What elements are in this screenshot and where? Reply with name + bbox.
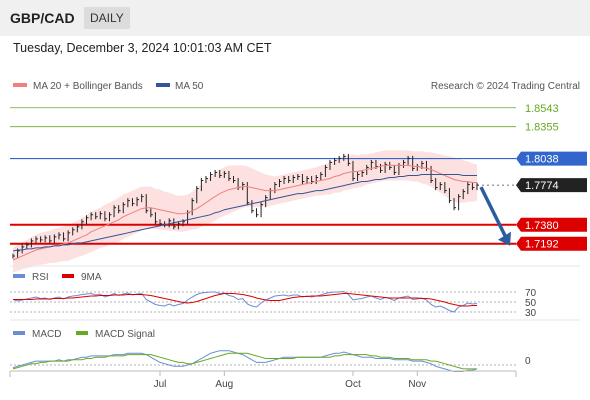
macd-zero-label: 0 [525, 356, 531, 367]
ma50-line [12, 174, 477, 252]
ma20-legend-label: MA 20 + Bollinger Bands [33, 81, 143, 92]
level-tag-last [516, 178, 587, 193]
macd-line [12, 350, 478, 372]
rsi-tick-label: 50 [525, 298, 537, 309]
level-label-resistance: 1.8543 [525, 103, 559, 115]
rsi-tick-label: 30 [525, 308, 537, 319]
level-label-resistance: 1.8355 [525, 122, 559, 134]
forecast-arrow-head [498, 231, 511, 246]
ma50-legend-swatch [156, 83, 170, 87]
rsi-ma-legend-label: 9MA [81, 272, 102, 283]
bollinger-band [13, 150, 477, 273]
top-bar: GBP/CAD DAILY [0, 0, 590, 36]
price-plot: 1.8543 1.8355 1.8038 1.7774 1.7380 1.7192 [10, 103, 587, 273]
credit-text: Research © 2024 Trading Central [431, 81, 580, 92]
chart-datetime: Tuesday, December 3, 2024 10:01:03 AM CE… [13, 41, 272, 55]
x-axis-month-label: Jul [154, 379, 167, 390]
rsi-legend-label: RSI [32, 272, 49, 283]
x-axis: Jul Aug Oct Nov [9, 371, 517, 390]
ma20-legend-swatch [13, 83, 27, 87]
x-axis-month-label: Oct [345, 379, 361, 390]
macd-signal-legend-label: MACD Signal [95, 329, 155, 340]
rsi-ma-line [13, 293, 477, 307]
level-tag-support [516, 217, 587, 232]
period-button[interactable]: DAILY [84, 7, 130, 29]
forecast-arrow-shaft [479, 186, 508, 239]
macd-legend-label: MACD [32, 329, 61, 340]
macd-signal-line [12, 352, 477, 370]
level-label-support: 1.7380 [525, 220, 559, 232]
level-label-support: 1.7192 [525, 239, 559, 251]
ma50-legend-label: MA 50 [175, 81, 204, 92]
pair-title: GBP/CAD [10, 10, 75, 26]
rsi-tick-label: 70 [525, 288, 537, 299]
macd-legend-swatch [13, 331, 25, 335]
rsi-legend-swatch [13, 274, 25, 278]
macd-signal-legend-swatch [76, 331, 88, 335]
level-label-pivot: 1.8038 [525, 154, 559, 166]
x-axis-month-label: Aug [215, 379, 233, 390]
ma20-line [12, 164, 477, 261]
rsi-ma-legend-swatch [62, 274, 74, 278]
level-tag-support [516, 236, 587, 251]
macd-plot: 0 [10, 350, 531, 372]
level-tag-pivot [516, 151, 587, 166]
level-label-last: 1.7774 [525, 180, 559, 192]
x-axis-month-label: Nov [408, 379, 426, 390]
